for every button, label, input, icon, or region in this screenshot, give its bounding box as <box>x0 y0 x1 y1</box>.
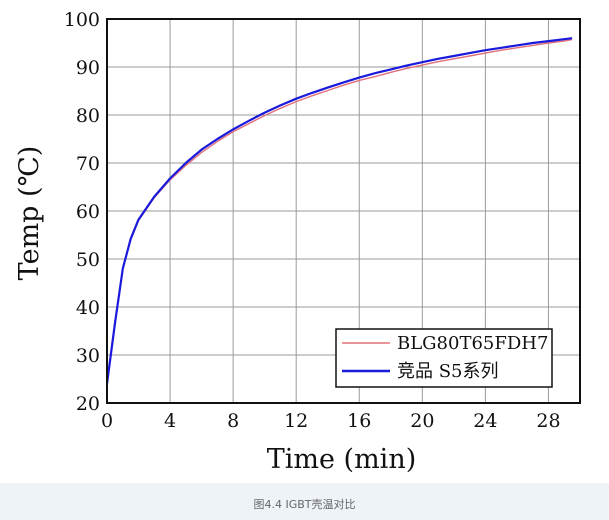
legend: BLG80T65FDH7 竞品 S5系列 <box>335 328 553 388</box>
chart: 0 4 8 12 16 20 24 28 20 30 40 50 60 70 80 90 100 Time (m… <box>14 9 581 475</box>
series-layer <box>105 37 573 384</box>
x-axis-label: Time (min) <box>267 444 417 475</box>
y-tick-label: 20 <box>76 393 100 415</box>
tick-labels: 0 4 8 12 16 20 24 28 20 30 40 50 60 70 80 90 100 <box>64 9 561 432</box>
legend-label-blg80t65fdh7: BLG80T65FDH7 <box>397 333 548 354</box>
x-tick-label: 28 <box>536 410 560 432</box>
x-tick-label: 20 <box>410 410 434 432</box>
y-tick-label: 70 <box>76 153 100 175</box>
y-axis-label: Temp (℃) <box>14 146 45 281</box>
legend-label-competitor-s5: 竞品 S5系列 <box>397 361 499 382</box>
y-tick-label: 60 <box>76 201 100 223</box>
legend-box <box>335 328 553 388</box>
plot-frame <box>106 18 581 404</box>
series-line-1 <box>105 37 573 384</box>
x-tick-label: 12 <box>284 410 308 432</box>
x-tick-label: 16 <box>347 410 371 432</box>
x-tick-label: 24 <box>473 410 497 432</box>
caption-bar <box>0 483 609 520</box>
x-tick-label: 8 <box>227 410 239 432</box>
x-tick-label: 4 <box>164 410 176 432</box>
y-tick-label: 40 <box>76 297 100 319</box>
figure-caption: 图4.4 IGBT壳温对比 <box>253 498 356 511</box>
y-tick-label: 80 <box>76 105 100 127</box>
x-tick-label: 0 <box>101 410 113 432</box>
y-tick-label: 50 <box>76 249 100 271</box>
y-tick-label: 30 <box>76 345 100 367</box>
y-tick-label: 90 <box>76 57 100 79</box>
y-tick-label: 100 <box>64 9 100 31</box>
